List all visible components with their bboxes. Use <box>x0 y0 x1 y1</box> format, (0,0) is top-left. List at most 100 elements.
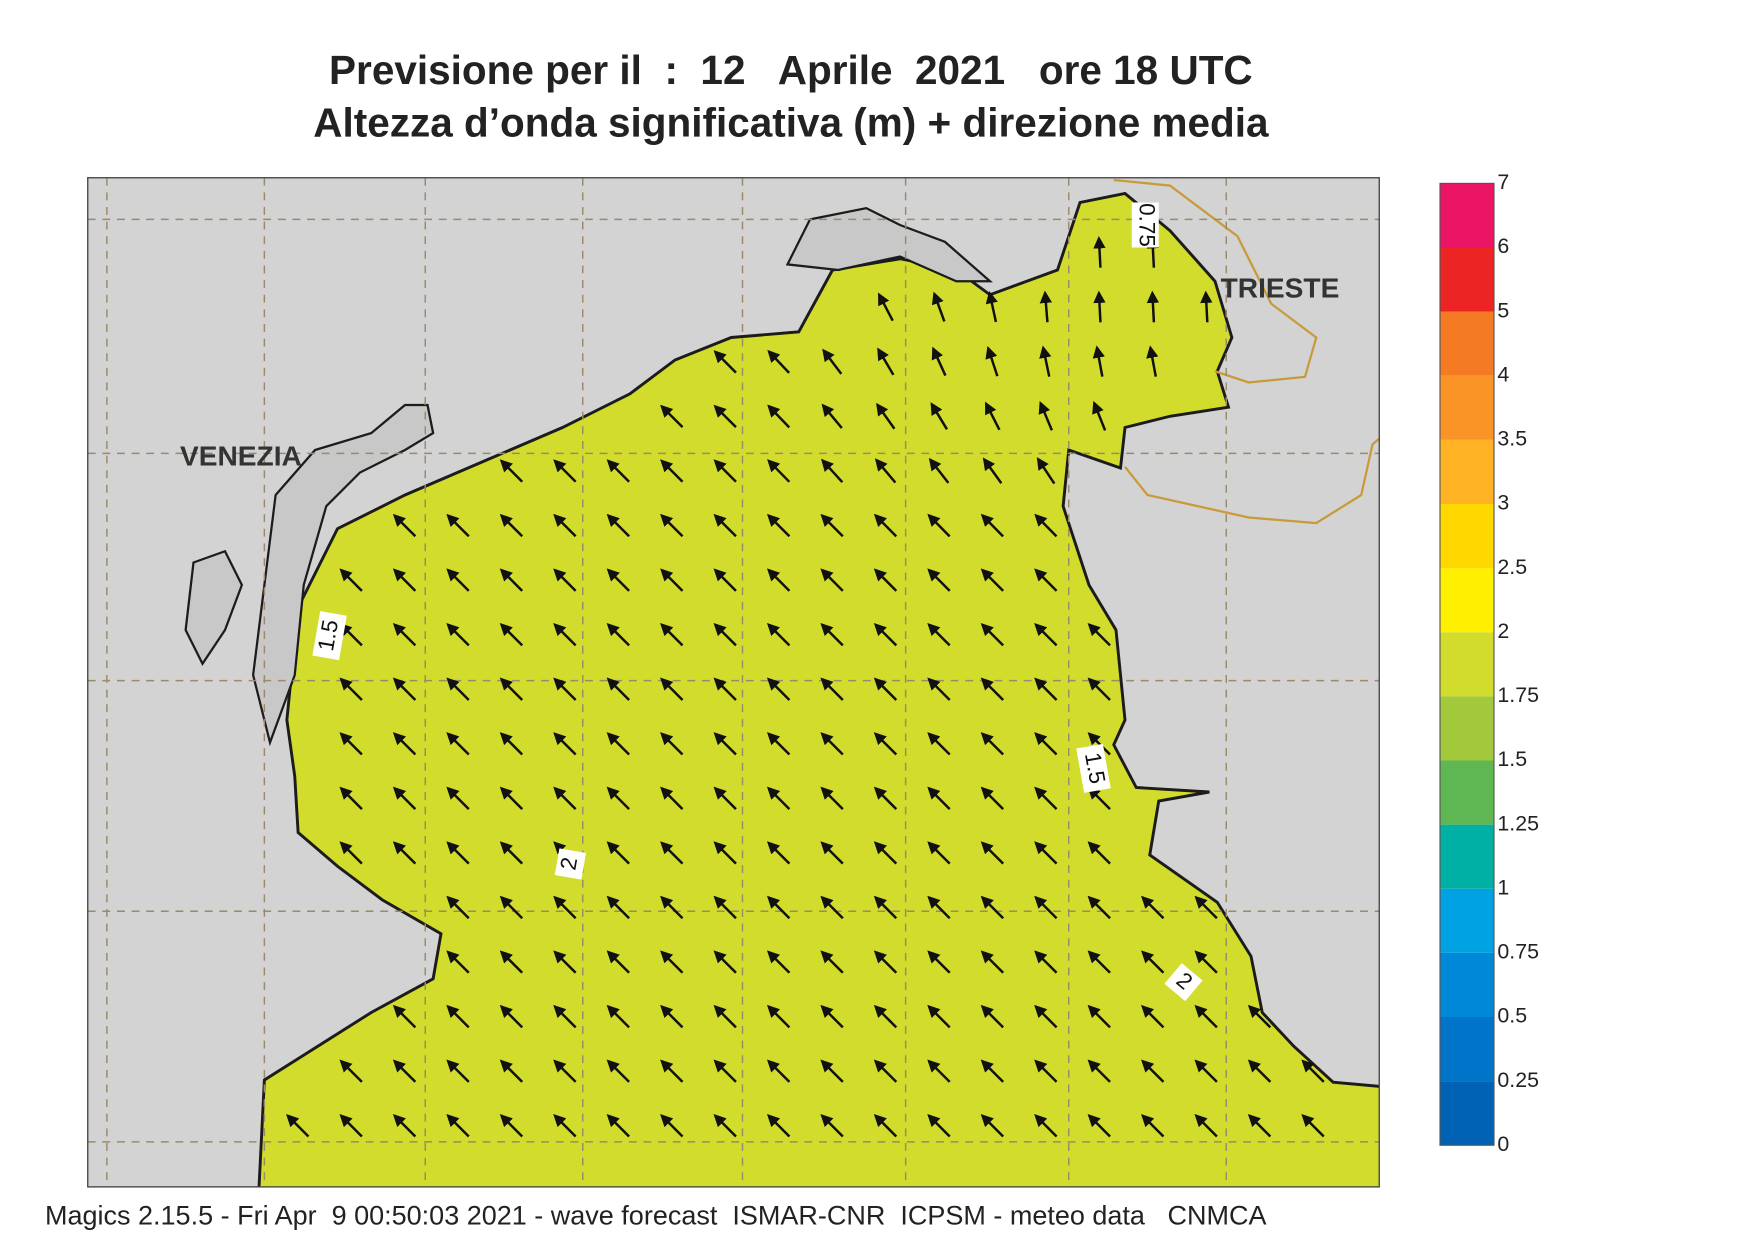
arrow <box>713 459 737 483</box>
arrow <box>660 732 684 756</box>
colorbar-band <box>1440 1017 1494 1082</box>
arrow <box>392 1004 417 1029</box>
arrow <box>713 1059 737 1083</box>
arrow <box>820 732 844 756</box>
arrow <box>873 513 898 538</box>
colorbar-label: 1.75 <box>1497 683 1539 707</box>
arrow <box>766 513 791 538</box>
arrow <box>713 841 737 865</box>
arrow <box>713 350 737 374</box>
arrow <box>660 1059 684 1083</box>
arrow <box>1087 786 1111 810</box>
arrow <box>873 568 898 592</box>
arrow <box>766 677 791 701</box>
arrow <box>446 622 470 647</box>
arrow <box>713 513 737 538</box>
arrow <box>713 1004 737 1029</box>
contour-label: 2 <box>555 855 582 872</box>
arrow <box>1034 677 1058 701</box>
arrow <box>339 622 363 647</box>
arrow <box>873 677 898 701</box>
arrow <box>766 622 791 647</box>
arrow <box>606 732 630 756</box>
arrow <box>873 1114 898 1138</box>
arrow <box>499 950 524 974</box>
arrow <box>660 895 684 920</box>
arrow <box>660 1004 684 1029</box>
arrow <box>660 677 684 701</box>
arrow <box>927 1114 951 1138</box>
arrow <box>553 895 577 920</box>
arrow <box>446 1004 470 1029</box>
arrow <box>1034 1114 1058 1138</box>
arrow <box>499 895 524 920</box>
arrow <box>1034 786 1058 810</box>
arrow <box>820 841 844 865</box>
arrow <box>1194 1004 1218 1029</box>
arrow <box>1301 1114 1325 1138</box>
arrow <box>446 1059 470 1083</box>
arrow <box>553 950 577 974</box>
place-label: TRIESTE <box>1221 273 1340 304</box>
arrow <box>1034 1059 1058 1083</box>
contour-label: 0.75 <box>1134 203 1159 247</box>
arrow <box>606 841 630 865</box>
arrow <box>927 841 951 865</box>
arrow <box>927 677 951 701</box>
arrow <box>766 1114 791 1138</box>
arrow <box>1034 841 1058 865</box>
arrow <box>499 677 524 701</box>
arrow <box>931 346 947 377</box>
arrow <box>1141 950 1165 974</box>
colorbar-band <box>1440 696 1494 761</box>
arrow <box>1146 345 1159 377</box>
arrow <box>660 950 684 974</box>
arrow <box>766 841 791 865</box>
arrow <box>873 950 898 974</box>
arrow <box>1194 950 1218 974</box>
arrow <box>660 404 684 429</box>
arrow <box>766 1059 791 1083</box>
arrow <box>499 786 524 810</box>
colorbar-label: 3.5 <box>1497 427 1527 451</box>
arrow <box>446 568 470 592</box>
arrow <box>660 459 684 483</box>
arrow <box>873 895 898 920</box>
arrow <box>767 404 791 429</box>
arrow <box>392 732 417 756</box>
arrow <box>339 677 363 701</box>
arrow <box>606 1059 630 1083</box>
arrow <box>767 349 790 374</box>
arrow <box>392 786 417 810</box>
colorbar-band <box>1440 568 1494 633</box>
arrow <box>713 404 737 429</box>
arrow <box>1087 841 1111 865</box>
colorbar-label: 0.5 <box>1497 1004 1527 1028</box>
arrow <box>1247 1004 1272 1029</box>
arrow <box>928 457 950 484</box>
colorbar: 0 0.25 0.5 0.75 1 1.25 1.5 1.75 2 2.5 3 3.5 4 5 6 7 <box>1439 170 1539 1156</box>
arrow <box>499 1059 524 1083</box>
arrow <box>339 786 363 810</box>
colorbar-band <box>1440 632 1494 697</box>
arrow <box>980 895 1005 920</box>
arrow <box>1087 895 1111 920</box>
colorbar-band <box>1440 888 1494 953</box>
arrow <box>713 1114 737 1138</box>
arrow <box>713 786 737 810</box>
arrow <box>877 347 895 376</box>
arrow <box>713 677 737 701</box>
arrow <box>499 841 524 865</box>
arrow <box>982 457 1003 484</box>
arrow <box>766 895 791 920</box>
arrow <box>446 732 470 756</box>
arrow <box>499 1114 524 1138</box>
arrow <box>1141 1059 1165 1083</box>
arrow <box>1087 1114 1111 1138</box>
arrow <box>660 1114 684 1138</box>
arrow <box>1039 345 1052 377</box>
arrow <box>766 1004 791 1029</box>
arrow <box>446 841 470 865</box>
